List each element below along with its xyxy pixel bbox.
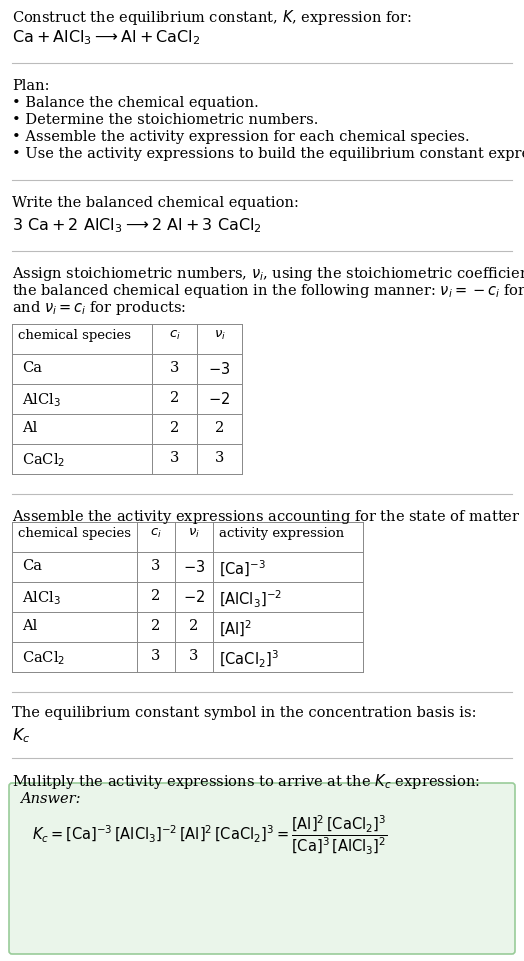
Text: Answer:: Answer: (20, 792, 81, 806)
Text: 2: 2 (215, 421, 224, 435)
Text: • Assemble the activity expression for each chemical species.: • Assemble the activity expression for e… (12, 130, 470, 144)
Text: $[\mathrm{Al}]^{2}$: $[\mathrm{Al}]^{2}$ (219, 619, 252, 639)
Text: $[\mathrm{AlCl_3}]^{-2}$: $[\mathrm{AlCl_3}]^{-2}$ (219, 589, 282, 610)
FancyBboxPatch shape (9, 783, 515, 954)
Text: $K_c = [\mathrm{Ca}]^{-3}\,[\mathrm{AlCl_3}]^{-2}\,[\mathrm{Al}]^{2}\,[\mathrm{C: $K_c = [\mathrm{Ca}]^{-3}\,[\mathrm{AlCl… (32, 814, 387, 857)
Text: chemical species: chemical species (18, 329, 131, 342)
Text: AlCl$_3$: AlCl$_3$ (22, 391, 61, 408)
Text: activity expression: activity expression (219, 527, 344, 540)
Text: Al: Al (22, 421, 37, 435)
Text: 2: 2 (151, 589, 161, 603)
Text: 3: 3 (215, 451, 224, 465)
Text: Construct the equilibrium constant, $K$, expression for:: Construct the equilibrium constant, $K$,… (12, 8, 412, 27)
Text: Ca: Ca (22, 361, 42, 375)
Text: $[\mathrm{CaCl_2}]^{3}$: $[\mathrm{CaCl_2}]^{3}$ (219, 649, 279, 670)
Text: Ca: Ca (22, 559, 42, 573)
Text: 3: 3 (189, 649, 199, 663)
Text: 2: 2 (170, 421, 179, 435)
Text: the balanced chemical equation in the following manner: $\nu_i = -c_i$ for react: the balanced chemical equation in the fo… (12, 282, 524, 300)
Text: 3: 3 (170, 361, 179, 375)
Text: $\mathrm{Ca + AlCl_3 \longrightarrow Al + CaCl_2}$: $\mathrm{Ca + AlCl_3 \longrightarrow Al … (12, 28, 200, 47)
Text: 2: 2 (170, 391, 179, 405)
Text: $-2$: $-2$ (209, 391, 231, 407)
Text: AlCl$_3$: AlCl$_3$ (22, 589, 61, 606)
Text: and $\nu_i = c_i$ for products:: and $\nu_i = c_i$ for products: (12, 299, 187, 317)
Text: 2: 2 (189, 619, 199, 633)
Text: $3\ \mathrm{Ca} + 2\ \mathrm{AlCl_3} \longrightarrow 2\ \mathrm{Al} + 3\ \mathrm: $3\ \mathrm{Ca} + 2\ \mathrm{AlCl_3} \lo… (12, 216, 262, 234)
Text: • Use the activity expressions to build the equilibrium constant expression.: • Use the activity expressions to build … (12, 147, 524, 161)
Text: Assemble the activity expressions accounting for the state of matter and $\nu_i$: Assemble the activity expressions accoun… (12, 508, 524, 526)
Text: Mulitply the activity expressions to arrive at the $K_c$ expression:: Mulitply the activity expressions to arr… (12, 772, 480, 791)
Text: $-2$: $-2$ (183, 589, 205, 605)
Text: $c_i$: $c_i$ (169, 329, 180, 342)
Text: The equilibrium constant symbol in the concentration basis is:: The equilibrium constant symbol in the c… (12, 706, 476, 720)
Text: $-3$: $-3$ (209, 361, 231, 377)
Text: $c_i$: $c_i$ (150, 527, 162, 540)
Text: CaCl$_2$: CaCl$_2$ (22, 649, 66, 667)
Text: $\nu_i$: $\nu_i$ (214, 329, 225, 342)
Text: 3: 3 (151, 559, 161, 573)
Text: CaCl$_2$: CaCl$_2$ (22, 451, 66, 469)
Text: • Balance the chemical equation.: • Balance the chemical equation. (12, 96, 259, 110)
Text: $\nu_i$: $\nu_i$ (188, 527, 200, 540)
Text: $-3$: $-3$ (183, 559, 205, 575)
Text: Al: Al (22, 619, 37, 633)
Text: Assign stoichiometric numbers, $\nu_i$, using the stoichiometric coefficients, $: Assign stoichiometric numbers, $\nu_i$, … (12, 265, 524, 283)
Text: 3: 3 (151, 649, 161, 663)
Text: Plan:: Plan: (12, 79, 49, 93)
Text: 3: 3 (170, 451, 179, 465)
Text: $[\mathrm{Ca}]^{-3}$: $[\mathrm{Ca}]^{-3}$ (219, 559, 266, 579)
Text: • Determine the stoichiometric numbers.: • Determine the stoichiometric numbers. (12, 113, 319, 127)
Text: $K_c$: $K_c$ (12, 726, 30, 745)
Text: 2: 2 (151, 619, 161, 633)
Text: chemical species: chemical species (18, 527, 131, 540)
Text: Write the balanced chemical equation:: Write the balanced chemical equation: (12, 196, 299, 210)
